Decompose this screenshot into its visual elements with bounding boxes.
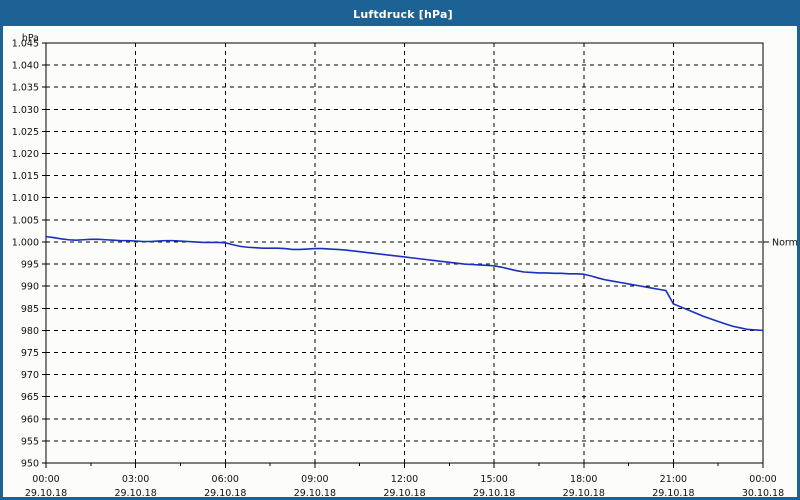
y-axis-tick-label: 1.015 — [12, 171, 39, 182]
x-axis-tick-label-date: 29.10.18 — [114, 488, 156, 499]
y-axis-tick-label: 985 — [21, 304, 39, 315]
x-axis-tick-label-date: 29.10.18 — [652, 488, 694, 499]
x-axis-tick-label-date: 29.10.18 — [383, 488, 425, 499]
y-axis-tick-label: 970 — [21, 370, 39, 381]
y-axis-tick-label: 1.010 — [12, 193, 39, 204]
x-axis-tick-label-date: 30.10.18 — [742, 488, 784, 499]
y-axis-tick-label: 965 — [21, 392, 39, 403]
y-axis-ticks: 950 955 960 965 970 975 980 985 990 995 1.000 1.005… — [12, 39, 46, 470]
x-axis-tick-label-date: 29.10.18 — [25, 488, 67, 499]
pressure-data-line — [45, 235, 764, 332]
y-axis-tick-label: 995 — [21, 260, 39, 271]
x-axis-tick-label-time: 06:00 — [212, 474, 239, 485]
y-axis-tick-label: 950 — [21, 459, 39, 470]
y-axis-tick-label: 975 — [21, 348, 39, 359]
x-axis-tick-label-time: 03:00 — [122, 474, 149, 485]
pressure-line-chart: 950 955 960 965 970 975 980 985 990 995 1.000 1.005… — [3, 26, 797, 499]
x-axis-tick-label-date: 29.10.18 — [204, 488, 246, 499]
x-axis-ticks: 00:00 29.10.18 03:00 29.10.18 06:00 29.10.18 0… — [25, 463, 784, 499]
x-axis-tick-label-time: 15:00 — [480, 474, 507, 485]
y-axis-tick-label: 1.000 — [12, 237, 39, 248]
x-axis-tick-label-time: 18:00 — [570, 474, 597, 485]
y-axis-tick-label: 1.045 — [12, 39, 39, 50]
grid-lines — [46, 42, 763, 463]
y-axis-tick-label: 955 — [21, 436, 39, 447]
chart-background — [3, 26, 797, 497]
x-axis-tick-label-time: 12:00 — [391, 474, 418, 485]
x-axis-tick-label-date: 29.10.18 — [563, 488, 605, 499]
y-axis-tick-label: 1.030 — [12, 105, 39, 116]
x-axis-tick-label-date: 29.10.18 — [473, 488, 515, 499]
window-title-bar: Luftdruck [hPa] — [3, 3, 797, 26]
x-axis-tick-label-date: 29.10.18 — [294, 488, 336, 499]
y-axis-tick-label: 1.035 — [12, 83, 39, 94]
x-axis-tick-label-time: 00:00 — [749, 474, 776, 485]
x-axis-tick-label-time: 09:00 — [301, 474, 328, 485]
y-axis-tick-label: 1.005 — [12, 215, 39, 226]
y-axis-tick-label: 980 — [21, 326, 39, 337]
y-axis-tick-label: 1.020 — [12, 149, 39, 160]
y-axis-unit-label: hPa — [22, 33, 39, 44]
y-axis-tick-label: 990 — [21, 282, 39, 293]
window-title: Luftdruck [hPa] — [353, 8, 453, 21]
y-axis-tick-label: 1.040 — [12, 61, 39, 72]
x-axis-tick-label-time: 21:00 — [660, 474, 687, 485]
normal-reference-label: Normal — [772, 237, 797, 248]
chart-canvas: 950 955 960 965 970 975 980 985 990 995 1.000 1.005… — [3, 26, 797, 499]
y-axis-tick-label: 960 — [21, 414, 39, 425]
y-axis-tick-label: 1.025 — [12, 127, 39, 138]
legend-layer: Normal — [763, 237, 797, 248]
x-axis-tick-label-time: 00:00 — [32, 474, 59, 485]
data-series-layer — [45, 235, 764, 332]
